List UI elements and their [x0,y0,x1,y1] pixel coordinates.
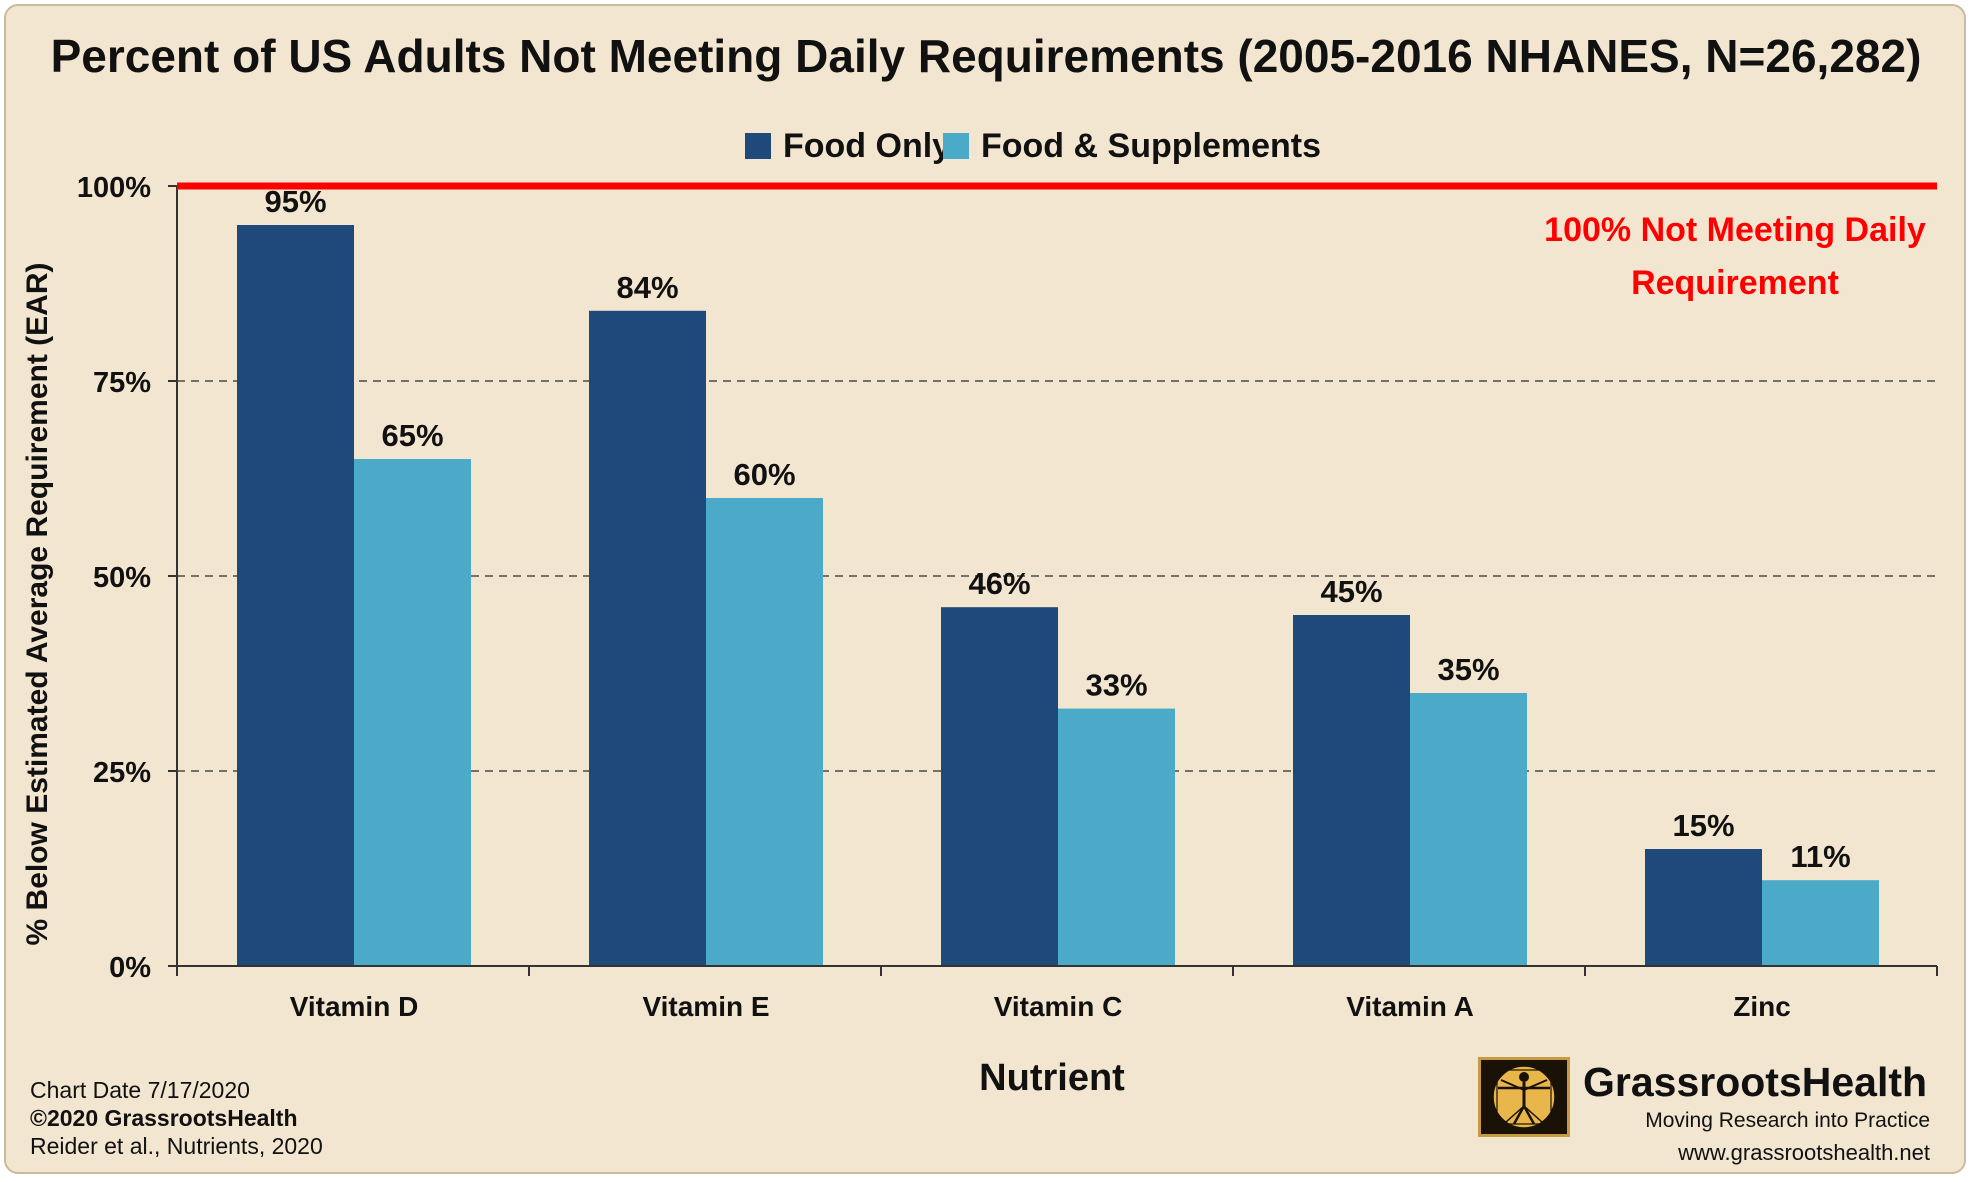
y-tick-label: 50% [93,562,151,594]
bar-value-label: 46% [968,566,1030,601]
x-tick-label: Vitamin A [1346,991,1474,1022]
bar-value-label: 95% [264,184,326,219]
logo-tagline: Moving Research into Practice [1645,1109,1930,1132]
x-tick-label: Vitamin E [642,991,769,1022]
bars [237,225,1879,966]
legend-swatch-food-supplements [943,133,969,159]
legend: Food Only Food & Supplements [745,127,1321,165]
bar-value-label: 65% [381,418,443,453]
bar-vitamin-c-food-supplements [1058,708,1175,966]
y-axis-title: % Below Estimated Average Requirement (E… [21,263,54,946]
bar-vitamin-d-food-only [237,225,354,966]
threshold-label-line2: Requirement [1631,264,1839,302]
footer-left: Chart Date 7/17/2020 ©2020 GrassrootsHea… [30,1076,323,1160]
chart-title: Percent of US Adults Not Meeting Daily R… [51,30,1922,82]
copyright: ©2020 GrassrootsHealth [30,1105,298,1131]
legend-swatch-food-only [745,133,771,159]
y-tick-label: 75% [93,367,151,399]
bar-vitamin-e-food-supplements [706,498,823,966]
bar-value-label: 35% [1437,652,1499,687]
citation: Reider et al., Nutrients, 2020 [30,1133,323,1159]
bar-vitamin-e-food-only [589,310,706,966]
bar-vitamin-a-food-only [1293,615,1410,966]
threshold-label-line1: 100% Not Meeting Daily [1544,211,1926,249]
logo-name: GrassrootsHealth [1583,1059,1928,1105]
x-tick-label: Zinc [1733,991,1791,1022]
bar-vitamin-a-food-supplements [1410,693,1527,966]
vitruvian-logo-icon [1478,1057,1570,1137]
bar-vitamin-d-food-supplements [354,459,471,966]
x-axis-title: Nutrient [979,1057,1125,1099]
bar-value-label: 33% [1085,668,1147,703]
bar-zinc-food-supplements [1762,880,1879,966]
legend-label-food-supplements: Food & Supplements [981,127,1321,165]
chart-date: Chart Date 7/17/2020 [30,1077,250,1103]
bar-zinc-food-only [1645,849,1762,966]
logo-block: GrassrootsHealth Moving Research into Pr… [1478,1057,1948,1167]
x-tick-label: Vitamin C [994,991,1123,1022]
y-tick-label: 100% [77,172,151,204]
bar-value-label: 11% [1790,839,1850,874]
legend-label-food-only: Food Only [783,127,951,165]
axes: 0% 25% 50% 75% 100% Vitamin D Vitamin E Vitamin… [77,172,1938,1022]
bar-value-label: 45% [1320,574,1382,609]
bar-value-label: 60% [733,457,795,492]
bar-labels: 95% 65% 84% 60% 46% 33% 45% 35% 15% 11% [264,184,1850,874]
logo-url[interactable]: www.grassrootshealth.net [1678,1140,1930,1165]
x-tick-label: Vitamin D [290,991,419,1022]
bar-value-label: 15% [1672,808,1734,843]
y-tick-label: 0% [109,952,151,984]
bar-vitamin-c-food-only [941,607,1058,966]
bar-value-label: 84% [616,270,678,305]
y-tick-label: 25% [93,757,151,789]
